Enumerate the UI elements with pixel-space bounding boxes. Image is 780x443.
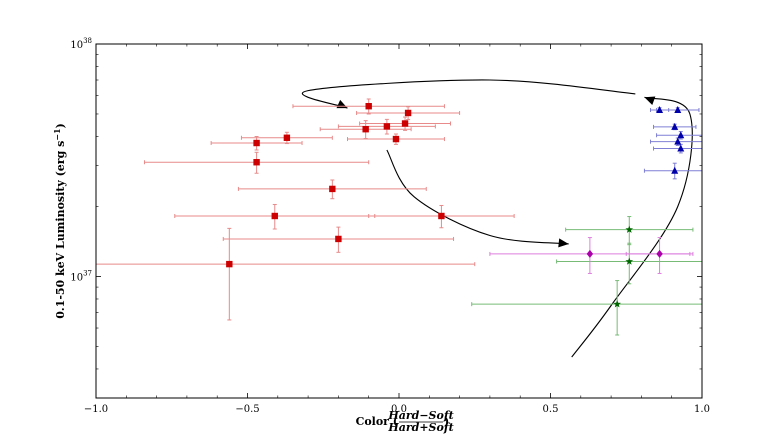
x-tick-label: 0.5: [543, 404, 559, 415]
square-marker: [383, 123, 391, 130]
error-bars: [95, 98, 703, 336]
x-tick-label: 1.0: [694, 404, 710, 415]
evolution-curve: [301, 79, 636, 109]
triangle-marker: [671, 122, 679, 130]
square-marker: [253, 139, 260, 147]
square-marker: [362, 126, 369, 133]
data-markers: [226, 103, 685, 308]
triangle-marker: [674, 137, 682, 145]
y-axis-label-close: ): [54, 123, 67, 128]
evolution-curve: [386, 149, 569, 245]
square-marker: [438, 212, 445, 220]
x-axis-label-numerator: Hard−Soft: [387, 409, 453, 422]
star-marker: [625, 225, 634, 233]
x-tick-label: −0.5: [235, 404, 259, 415]
square-marker: [271, 212, 278, 220]
plot-frame: [95, 43, 703, 399]
square-marker: [329, 185, 336, 193]
star-marker: [613, 300, 621, 308]
square-marker: [226, 260, 233, 268]
y-tick-exponent: 38: [83, 37, 92, 45]
star-marker: [625, 257, 634, 265]
square-marker: [401, 120, 409, 127]
x-tick-label: −1.0: [84, 404, 108, 415]
triangle-marker: [656, 106, 664, 114]
y-axis-label: 0.1-50 keV Luminosity (erg s−1): [52, 123, 67, 319]
diamond-marker: [586, 249, 594, 258]
square-marker: [335, 235, 342, 243]
triangle-marker: [677, 131, 685, 139]
x-tick-label: 0.0: [391, 404, 407, 415]
y-tick-exponent: 37: [83, 269, 92, 277]
evolution-curve: [571, 96, 693, 358]
y-tick-base: 10: [70, 40, 83, 51]
y-axis-label-exponent: −1: [52, 128, 62, 140]
y-tick-base: 10: [70, 272, 83, 283]
x-axis-label: Color (: [356, 415, 398, 428]
arrowhead: [644, 96, 656, 105]
triangle-marker: [677, 144, 685, 152]
x-axis-label-close: ): [444, 415, 449, 428]
square-marker: [392, 135, 400, 143]
square-marker: [253, 159, 260, 166]
triangle-marker: [671, 166, 679, 174]
arrowhead: [336, 99, 348, 109]
square-marker: [365, 103, 372, 110]
diamond-marker: [656, 249, 663, 258]
y-tick-label: 1037: [70, 269, 92, 283]
y-tick-label: 1038: [70, 37, 92, 51]
triangle-marker: [674, 106, 682, 114]
arrowhead: [558, 238, 569, 248]
x-axis-label-denominator: Hard+Soft: [387, 421, 453, 434]
x-axis-label-fraction: Hard−Soft Hard+Soft: [387, 409, 453, 434]
evolution-curves: [301, 79, 693, 358]
square-marker: [404, 109, 412, 117]
square-marker: [283, 134, 291, 141]
x-axis-ticks: −1.0 −0.5 0.0 0.5 1.0: [84, 44, 710, 415]
